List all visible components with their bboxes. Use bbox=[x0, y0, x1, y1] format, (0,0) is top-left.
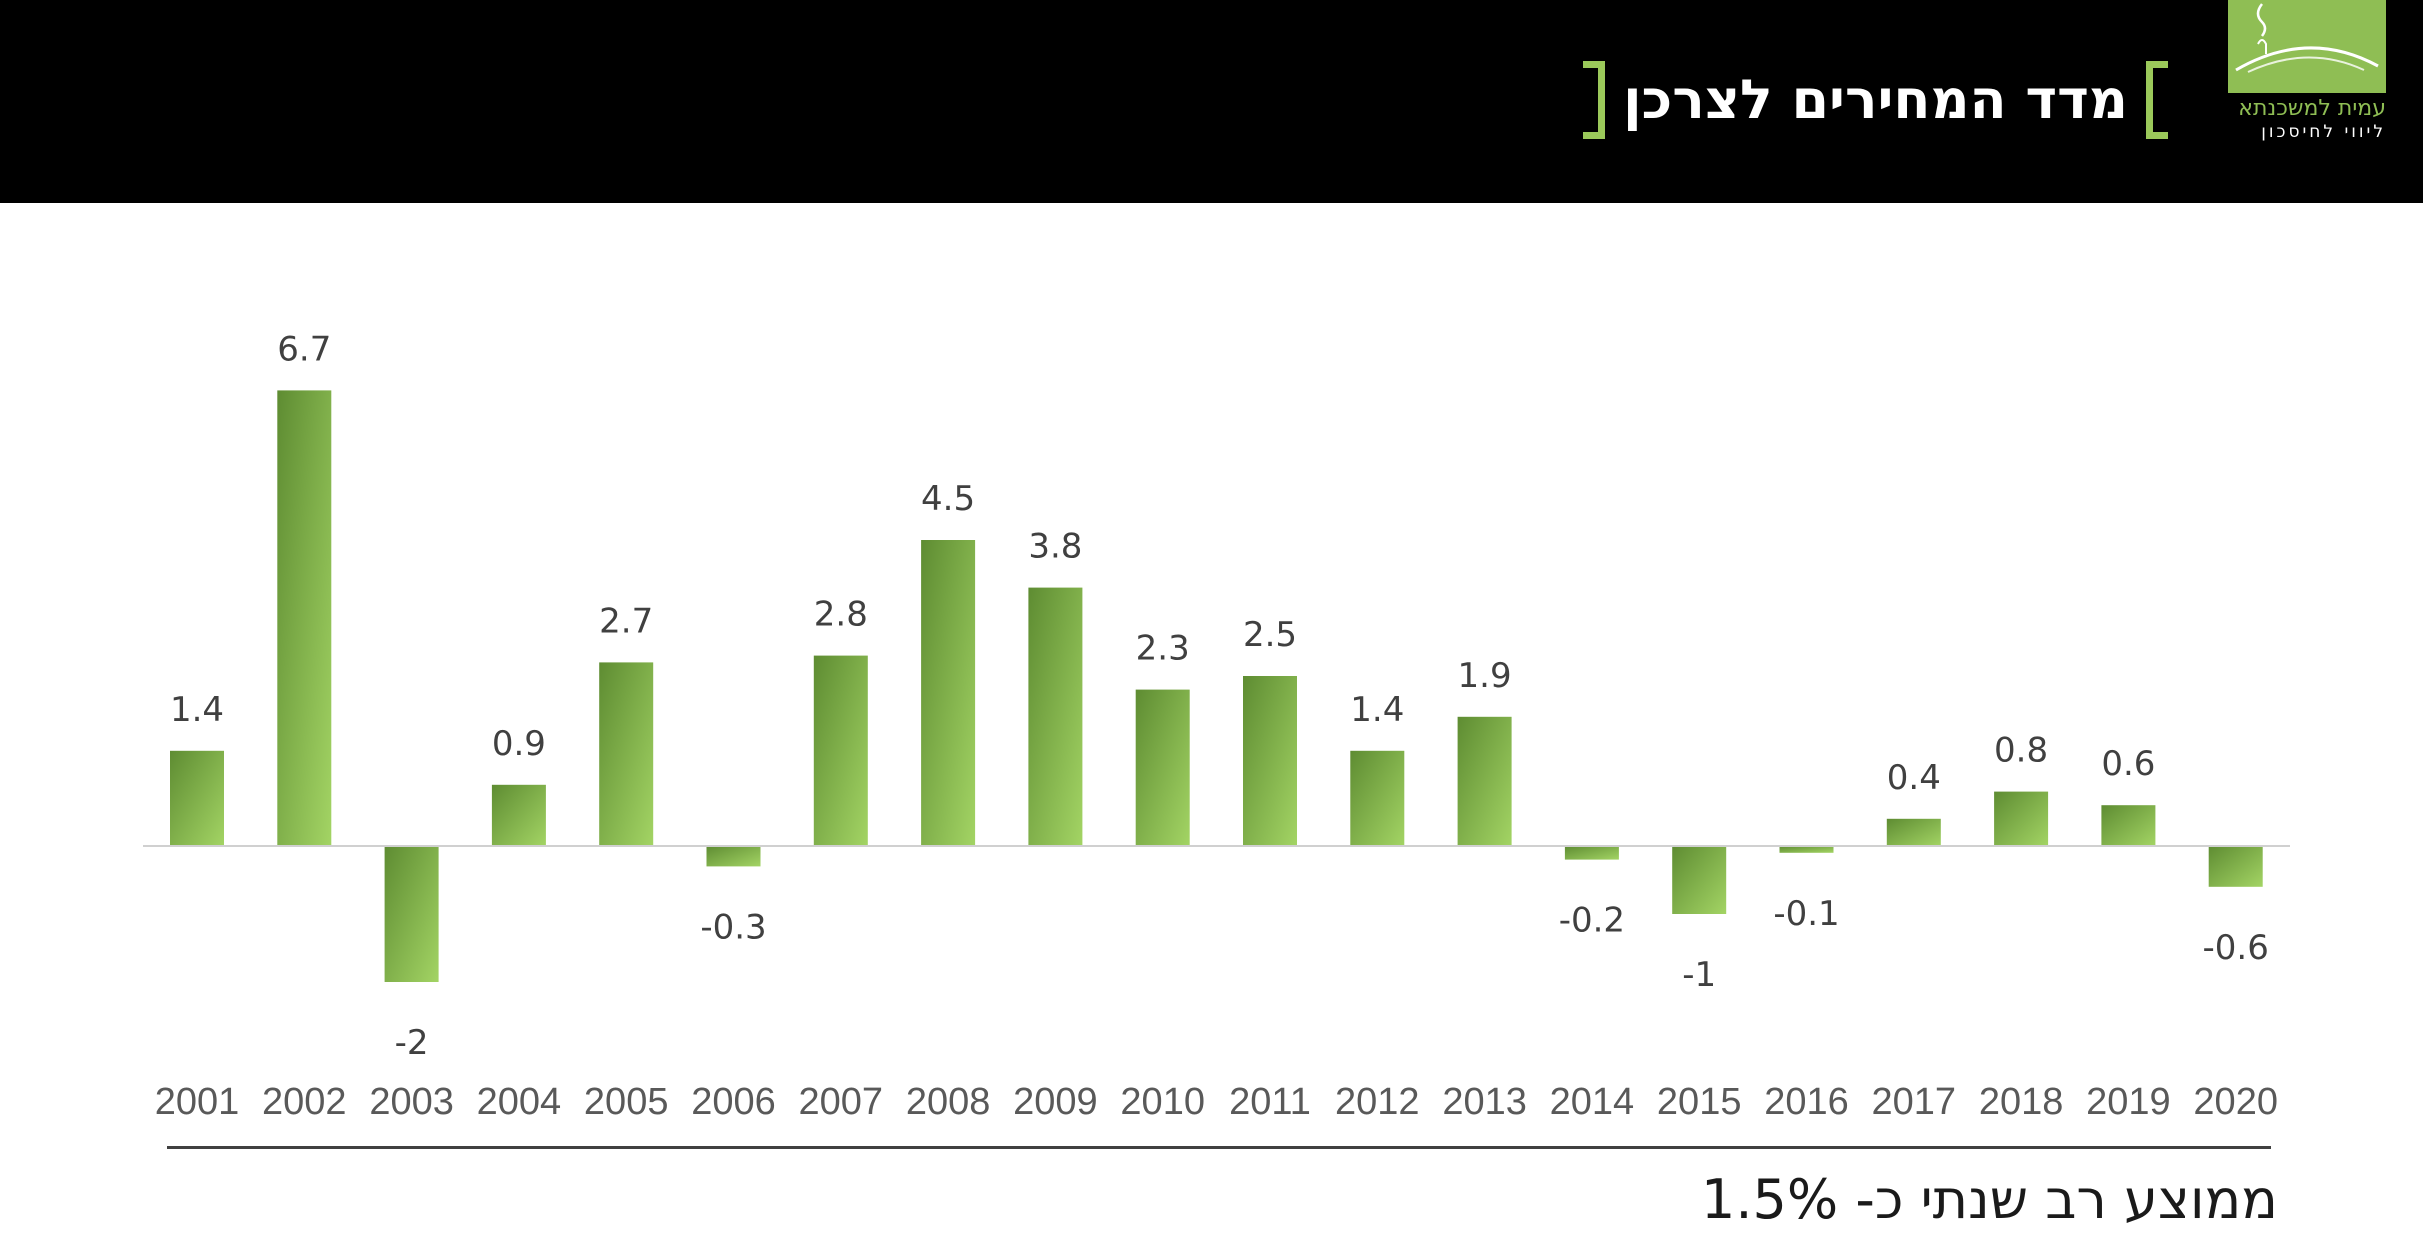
value-label-2007: 2.8 bbox=[814, 595, 868, 635]
year-label-2014: 2014 bbox=[1550, 1081, 1635, 1123]
value-label-2001: 1.4 bbox=[170, 690, 224, 730]
year-label-2020: 2020 bbox=[2193, 1081, 2278, 1123]
year-label-2007: 2007 bbox=[799, 1081, 884, 1123]
logo-name: עמית למשכנתא bbox=[2238, 96, 2386, 121]
logo-mark bbox=[2228, 0, 2386, 93]
bar-2002 bbox=[277, 390, 332, 846]
value-label-2004: 0.9 bbox=[492, 724, 546, 764]
year-label-2013: 2013 bbox=[1442, 1081, 1527, 1123]
bar-2004 bbox=[491, 784, 546, 846]
company-logo: עמית למשכנתא ליווי לחיסכון bbox=[2228, 0, 2386, 148]
year-label-2003: 2003 bbox=[369, 1081, 454, 1123]
year-label-2008: 2008 bbox=[906, 1081, 991, 1123]
value-label-2011: 2.5 bbox=[1243, 615, 1297, 655]
year-label-2004: 2004 bbox=[477, 1081, 562, 1123]
bar-2013 bbox=[1457, 716, 1512, 846]
bar-2008 bbox=[921, 540, 976, 846]
bar-2020 bbox=[2208, 846, 2263, 887]
value-label-2008: 4.5 bbox=[921, 479, 975, 519]
value-label-2013: 1.9 bbox=[1458, 656, 1512, 696]
title-bracket-right bbox=[2146, 61, 2168, 139]
logo-tagline: ליווי לחיסכון bbox=[2261, 122, 2386, 142]
year-label-2019: 2019 bbox=[2086, 1081, 2171, 1123]
value-label-2010: 2.3 bbox=[1136, 629, 1190, 669]
bar-2016 bbox=[1779, 846, 1834, 853]
year-label-2002: 2002 bbox=[262, 1081, 347, 1123]
value-label-2003: -2 bbox=[395, 1023, 429, 1063]
bar-2012 bbox=[1350, 750, 1405, 846]
value-label-2012: 1.4 bbox=[1350, 690, 1404, 730]
bar-2009 bbox=[1028, 587, 1083, 846]
year-label-2016: 2016 bbox=[1764, 1081, 1849, 1123]
bar-2011 bbox=[1243, 676, 1297, 846]
footer-divider bbox=[167, 1146, 2271, 1149]
year-label-2017: 2017 bbox=[1872, 1081, 1957, 1123]
year-label-2012: 2012 bbox=[1335, 1081, 1420, 1123]
value-label-2020: -0.6 bbox=[2203, 928, 2269, 968]
value-label-2002: 6.7 bbox=[277, 329, 331, 369]
value-label-2018: 0.8 bbox=[1994, 731, 2048, 771]
page-title: מדד המחירים לצרכן bbox=[1583, 58, 2168, 142]
page-title-text: מדד המחירים לצרכן bbox=[1623, 68, 2128, 131]
bar-2014 bbox=[1564, 846, 1619, 860]
average-note: ממוצע רב שנתי כ- 1.5% bbox=[1701, 1168, 2278, 1231]
year-label-2011: 2011 bbox=[1229, 1081, 1311, 1123]
bar-2019 bbox=[2101, 805, 2156, 846]
year-label-2001: 2001 bbox=[155, 1081, 240, 1123]
value-label-2017: 0.4 bbox=[1887, 758, 1941, 798]
bar-2006 bbox=[706, 846, 761, 867]
value-label-2009: 3.8 bbox=[1028, 527, 1082, 567]
bar-2018 bbox=[1994, 791, 2049, 846]
value-label-2019: 0.6 bbox=[2101, 744, 2155, 784]
year-label-2015: 2015 bbox=[1657, 1081, 1742, 1123]
bar-2010 bbox=[1135, 689, 1190, 846]
bar-2017 bbox=[1886, 818, 1941, 846]
year-label-2009: 2009 bbox=[1013, 1081, 1098, 1123]
value-label-2006: -0.3 bbox=[700, 907, 766, 947]
value-label-2014: -0.2 bbox=[1559, 901, 1625, 941]
bar-2001 bbox=[170, 750, 224, 846]
value-label-2016: -0.1 bbox=[1773, 894, 1839, 934]
bar-2007 bbox=[813, 655, 868, 846]
value-label-2015: -1 bbox=[1682, 955, 1716, 995]
year-label-2006: 2006 bbox=[691, 1081, 776, 1123]
year-label-2018: 2018 bbox=[1979, 1081, 2064, 1123]
bar-2005 bbox=[599, 662, 654, 846]
header-bar: מדד המחירים לצרכן עמית למשכנתא ליווי לחי… bbox=[0, 0, 2423, 203]
value-label-2005: 2.7 bbox=[599, 601, 653, 641]
bar-2003 bbox=[384, 846, 439, 982]
year-label-2005: 2005 bbox=[584, 1081, 669, 1123]
title-bracket-left bbox=[1583, 61, 1606, 139]
logo-arc-icon bbox=[2235, 3, 2379, 73]
bar-2015 bbox=[1672, 846, 1727, 914]
year-label-2010: 2010 bbox=[1120, 1081, 1205, 1123]
